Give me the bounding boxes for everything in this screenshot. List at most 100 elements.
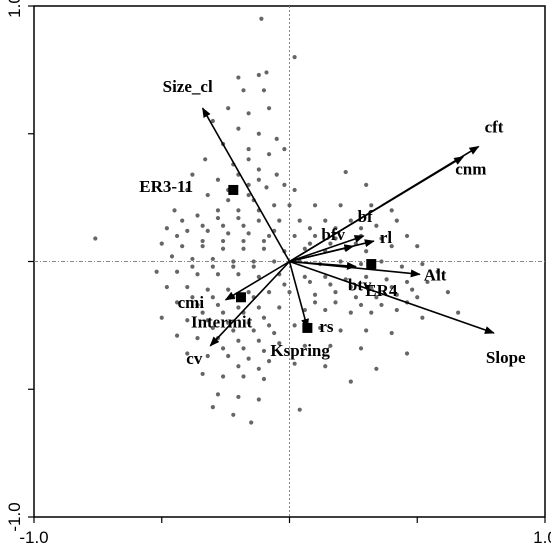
species-point — [333, 300, 338, 305]
species-point — [205, 287, 210, 292]
species-point — [205, 353, 210, 359]
species-point — [379, 236, 384, 241]
species-point — [261, 376, 267, 382]
axis-tick-labels: -1.0 1.0 1.0 -1.0 — [5, 0, 551, 547]
species-point — [215, 302, 221, 308]
species-point — [261, 88, 267, 93]
species-point — [394, 292, 399, 297]
species-point — [328, 343, 333, 348]
species-point — [404, 279, 410, 285]
centroid-kspring — [302, 322, 313, 333]
species-point — [215, 177, 221, 182]
species-point — [164, 226, 169, 231]
species-point — [282, 282, 287, 287]
species-point — [425, 279, 430, 285]
species-point — [195, 336, 200, 341]
species-point — [246, 320, 251, 325]
species-point — [338, 203, 343, 208]
arrow-rl — [289, 239, 375, 263]
species-point — [251, 264, 256, 269]
species-point — [93, 236, 98, 241]
species-point — [261, 315, 267, 320]
species-point — [226, 353, 231, 359]
species-point — [241, 374, 246, 379]
centroid-label-intermit: Intermit — [191, 312, 253, 331]
species-point — [312, 203, 318, 208]
label-alt: Alt — [424, 265, 447, 284]
species-point — [415, 295, 420, 300]
label-cv: cv — [186, 349, 203, 368]
species-point — [220, 246, 226, 251]
species-point — [369, 310, 374, 315]
label-rs: rs — [319, 317, 334, 336]
label-cmi: cmi — [178, 293, 205, 312]
species-point — [210, 295, 215, 300]
species-point — [210, 264, 215, 269]
species-point — [256, 274, 261, 279]
species-point — [256, 218, 261, 223]
species-point — [220, 374, 226, 379]
species-point — [226, 198, 231, 203]
label-bfv: bfv — [321, 225, 345, 244]
species-point — [159, 241, 164, 246]
species-point — [272, 259, 277, 264]
species-point — [292, 323, 297, 328]
species-point — [328, 282, 333, 287]
species-point — [358, 302, 364, 308]
species-point — [246, 231, 251, 236]
species-point — [277, 305, 282, 310]
species-point — [266, 323, 272, 328]
species-point — [302, 307, 307, 313]
label-bf: bf — [358, 207, 373, 226]
species-point — [404, 351, 410, 356]
species-point — [297, 407, 302, 412]
label-btv: btv — [348, 276, 372, 295]
species-point — [348, 310, 353, 315]
species-point — [246, 290, 251, 295]
species-point — [302, 246, 307, 251]
species-point — [456, 310, 461, 315]
species-point — [358, 346, 364, 351]
species-point — [185, 187, 190, 193]
arrow-rs — [288, 261, 309, 329]
species-point — [445, 290, 451, 295]
species-point — [261, 348, 267, 354]
species-point — [323, 307, 328, 313]
species-point — [174, 300, 180, 305]
species-point — [210, 256, 215, 262]
species-point — [287, 290, 292, 295]
species-point — [358, 226, 364, 231]
species-point — [205, 318, 210, 323]
species-point — [172, 208, 177, 213]
label-slope: Slope — [486, 348, 526, 367]
species-point — [410, 287, 415, 292]
species-point — [369, 203, 374, 208]
species-point — [231, 264, 236, 269]
species-point — [323, 364, 328, 369]
species-point — [374, 366, 379, 371]
species-point — [159, 315, 164, 320]
species-point — [256, 338, 261, 343]
arrow-size-cl — [201, 107, 291, 262]
species-point — [287, 203, 292, 208]
species-point — [353, 295, 359, 300]
species-point — [420, 261, 425, 267]
y-tick-label: 1.0 — [5, 0, 24, 18]
species-point — [312, 292, 318, 297]
species-point — [190, 295, 195, 300]
species-point — [241, 88, 246, 93]
species-point — [210, 325, 215, 331]
species-point — [210, 118, 215, 124]
species-point — [231, 328, 236, 333]
species-point — [379, 302, 384, 308]
species-point — [338, 328, 343, 333]
species-point — [220, 310, 226, 315]
species-point — [374, 223, 379, 228]
species-point — [274, 172, 279, 177]
y-tick-label: -1.0 — [5, 502, 24, 531]
species-point — [266, 233, 272, 239]
species-point — [266, 152, 272, 157]
species-point — [200, 223, 205, 228]
species-point — [415, 244, 420, 249]
species-point — [226, 287, 231, 292]
